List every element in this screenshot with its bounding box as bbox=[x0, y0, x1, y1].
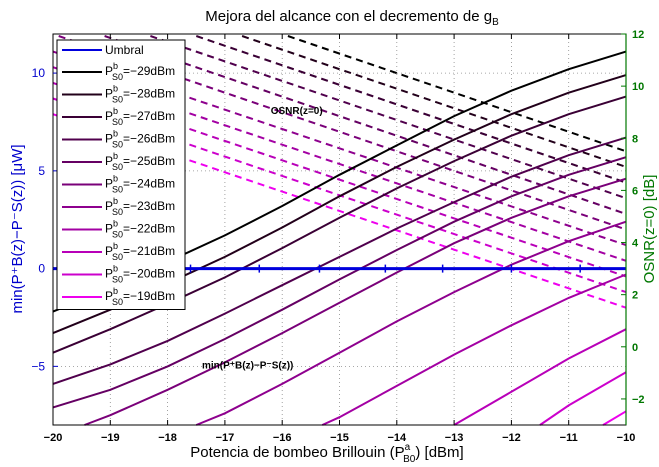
x-tick-label: −16 bbox=[273, 432, 292, 444]
legend-label: Pb S0=−27dBm bbox=[105, 106, 175, 127]
x-tick-label: −11 bbox=[560, 432, 578, 444]
y-axis-left-label: min(P⁺B(z)−P⁻S(z)) [μW] bbox=[9, 144, 26, 313]
legend-label: Pb S0=−20dBm bbox=[105, 264, 175, 285]
min-power-line bbox=[539, 371, 627, 426]
x-axis-label-suffix: ) [dBm] bbox=[415, 444, 463, 461]
osnr-dashed-line bbox=[150, 35, 627, 200]
osnr-dashed-line bbox=[287, 35, 627, 153]
x-tick-label: −17 bbox=[216, 432, 235, 444]
y-left-tick-label: 5 bbox=[38, 164, 45, 178]
x-axis-label: Potencia de bombeo Brillouin (Pa B0) [dBm… bbox=[190, 442, 463, 465]
y-axis-right: −2 0 2 4 6 8 10 12 bbox=[621, 29, 645, 425]
y-left-tick-label: −5 bbox=[31, 359, 45, 373]
legend-box bbox=[56, 39, 186, 310]
x-tick-label: −12 bbox=[502, 432, 521, 444]
y-right-tick-label: 8 bbox=[632, 133, 638, 145]
x-tick-label: −20 bbox=[44, 432, 63, 444]
legend-label: Pb S0=−25dBm bbox=[105, 151, 175, 172]
legend-label: Pb S0=−19dBm bbox=[105, 286, 175, 307]
solid-series-group bbox=[52, 50, 627, 426]
x-tick-label: −14 bbox=[387, 432, 407, 444]
x-tick-label: −15 bbox=[330, 432, 349, 444]
min-power-line bbox=[453, 328, 627, 426]
min-power-line bbox=[321, 273, 627, 426]
y-right-tick-label: 10 bbox=[632, 81, 644, 93]
y-right-tick-label: −2 bbox=[632, 394, 645, 406]
x-tick-label: −10 bbox=[617, 432, 636, 444]
x-axis-label-sub: B0 bbox=[403, 454, 416, 465]
min-power-line bbox=[602, 410, 627, 426]
y-axis-right-label: OSNR(z=0) [dB] bbox=[641, 175, 658, 284]
osnr-dashed-line bbox=[241, 35, 627, 168]
x-axis-label-sup: a bbox=[405, 442, 411, 453]
x-tick-label: −19 bbox=[101, 432, 120, 444]
y-right-tick-label: 0 bbox=[632, 342, 638, 354]
chart-title: Mejora del alcance con el decremento de … bbox=[205, 8, 499, 28]
legend-label-threshold: Umbral bbox=[105, 43, 144, 57]
y-right-tick-label: 12 bbox=[632, 29, 644, 41]
y-right-tick-label: 6 bbox=[632, 185, 638, 197]
legend-label: Pb S0=−29dBm bbox=[105, 61, 175, 82]
annotation-label: min(P⁺B(z)−P⁻S(z)) bbox=[202, 360, 293, 371]
legend-label: Pb S0=−21dBm bbox=[105, 241, 175, 262]
y-left-tick-label: 0 bbox=[38, 262, 45, 276]
chart-title-sub: B bbox=[492, 17, 499, 28]
osnr-dashed-line bbox=[195, 35, 627, 184]
y-axis-left: −5 0 5 10 bbox=[31, 66, 58, 373]
x-tick-label: −13 bbox=[445, 432, 464, 444]
min-power-line bbox=[52, 136, 627, 385]
annotations: OSNR(z=0) min(P⁺B(z)−P⁻S(z)) bbox=[202, 106, 323, 371]
x-tick-label: −18 bbox=[158, 432, 177, 444]
y-left-tick-label: 10 bbox=[32, 66, 46, 80]
y-right-tick-label: 2 bbox=[632, 290, 638, 302]
min-power-line bbox=[195, 220, 627, 426]
osnr-dashed-line bbox=[104, 35, 627, 215]
min-power-line bbox=[52, 95, 627, 354]
annotation-label: OSNR(z=0) bbox=[271, 106, 323, 117]
x-axis: −20 −19 −18 −17 −16 −15 −14 −13 −12 −11 −10 bbox=[44, 34, 636, 444]
min-power-line bbox=[84, 177, 627, 426]
y-right-tick-label: 4 bbox=[632, 238, 639, 250]
legend-label: Pb S0=−26dBm bbox=[105, 129, 175, 150]
legend-label: Pb S0=−23dBm bbox=[105, 196, 175, 217]
legend-label: Pb S0=−22dBm bbox=[105, 219, 175, 240]
legend-label: Pb S0=−24dBm bbox=[105, 174, 175, 195]
legend-label: Pb S0=−28dBm bbox=[105, 84, 175, 105]
min-power-line bbox=[52, 156, 627, 409]
